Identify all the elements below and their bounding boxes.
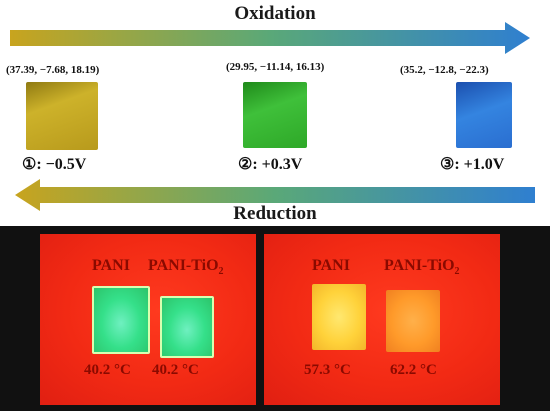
panel-1-pani-tio2-film xyxy=(160,296,214,358)
sample-2-potential: ②: +0.3V xyxy=(238,156,303,173)
sample-3-film xyxy=(456,82,512,148)
panel-1-pani-tio2-temp: 40.2 °C xyxy=(152,362,199,378)
sample-2-film xyxy=(243,82,307,148)
sample-1-potential: ①: −0.5V xyxy=(22,156,87,173)
panel-2-pani-film xyxy=(312,284,366,350)
panel-1-pani-tio2-label-sub: 2 xyxy=(218,266,224,278)
thermal-panel-2: PANI PANI-TiO2 57.3 °C 62.2 °C xyxy=(264,234,500,405)
panel-2-pani-temp: 57.3 °C xyxy=(304,362,351,378)
sample-1-lab-value: (37.39, −7.68, 18.19) xyxy=(6,64,100,76)
sample-2-lab-value: (29.95, −11.14, 16.13) xyxy=(226,61,325,73)
panel-1-pani-label: PANI xyxy=(92,257,130,274)
panel-2-pani-tio2-label-sub: 2 xyxy=(454,266,460,278)
panel-1-pani-tio2-label: PANI-TiO2 xyxy=(148,257,224,277)
reduction-label: Reduction xyxy=(233,203,317,224)
oxidation-label: Oxidation xyxy=(234,3,316,24)
reduction-arrow xyxy=(15,179,535,211)
panel-1-pani-film xyxy=(92,286,150,354)
panel-2-pani-tio2-label: PANI-TiO2 xyxy=(384,257,460,277)
panel-1-pani-temp: 40.2 °C xyxy=(84,362,131,378)
sample-3-potential: ③: +1.0V xyxy=(440,156,505,173)
thermal-panel-1: PANI PANI-TiO2 40.2 °C 40.2 °C xyxy=(40,234,256,405)
panel-2-pani-tio2-temp: 62.2 °C xyxy=(390,362,437,378)
sample-1-film xyxy=(26,82,98,150)
panel-2-pani-tio2-film xyxy=(386,290,440,352)
sample-3-lab-value: (35.2, −12.8, −22.3) xyxy=(400,64,489,76)
panel-2-pani-label: PANI xyxy=(312,257,350,274)
panel-2-pani-tio2-label-main: PANI-TiO xyxy=(384,257,455,274)
arrows-graphic xyxy=(10,22,535,211)
panel-1-pani-tio2-label-main: PANI-TiO xyxy=(148,257,219,274)
oxidation-arrow xyxy=(10,22,530,54)
